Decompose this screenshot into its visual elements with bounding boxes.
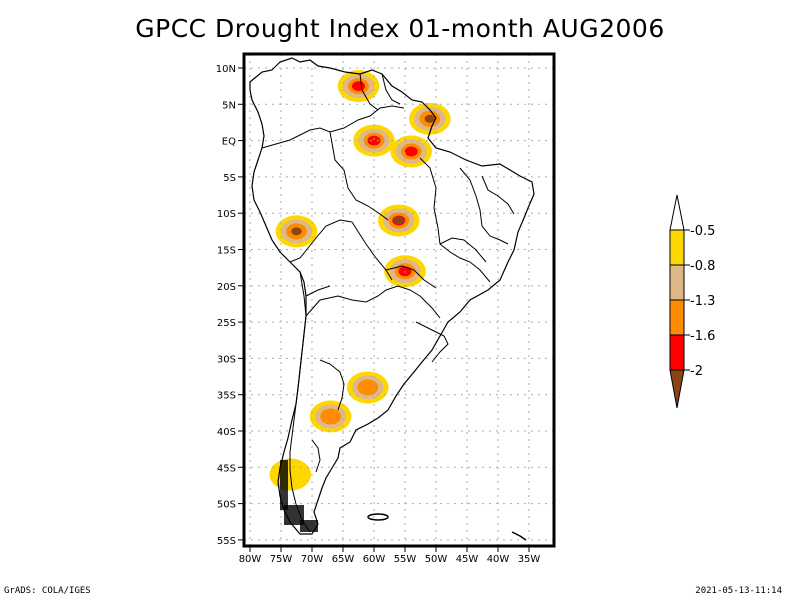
lat-tick-label: EQ [222, 137, 236, 148]
lon-tick-label: 40W [487, 554, 510, 565]
colorbar-segment [670, 300, 684, 335]
colorbar-segment [670, 230, 684, 265]
lon-tick-label: 60W [363, 554, 386, 565]
lon-tick-label: 45W [456, 554, 479, 565]
lat-tick-label: 50S [217, 500, 236, 511]
lat-tick-label: 10N [216, 64, 236, 75]
lon-tick-label: 35W [518, 554, 541, 565]
anomaly-patagonia-north [310, 400, 352, 432]
lon-tick-label: 50W [425, 554, 448, 565]
colorbar-lower-triangle [670, 370, 684, 408]
colorbar-segment [670, 335, 684, 370]
colorbar-label: -0.8 [690, 259, 715, 274]
lat-tick-label: 20S [217, 282, 236, 293]
colorbar-segment [670, 265, 684, 300]
anomaly-venezuela-north [338, 70, 380, 102]
lat-tick-label: 15S [217, 246, 236, 257]
lat-tick-label: 25S [217, 318, 236, 329]
lon-tick-label: 70W [301, 554, 324, 565]
anomaly-level-4 [352, 81, 365, 91]
anomaly-amapa-para-coast [409, 103, 451, 135]
anomaly-central-amazon [353, 125, 395, 157]
anomaly-argentina-east [347, 371, 389, 403]
lat-tick-label: 45S [217, 463, 236, 474]
anomaly-lower-amazon [390, 135, 432, 167]
map-figure: 10N 5N EQ 5S 10S 15S 20S 25S 30S 35S 40S 45S 50S 55S8… [0, 0, 800, 600]
lon-tick-label: 75W [270, 554, 293, 565]
footer-credit: GrADS: COLA/IGES [4, 586, 91, 596]
lat-tick-label: 40S [217, 427, 236, 438]
colorbar-label: -0.5 [690, 224, 715, 239]
lat-tick-label: 5N [222, 100, 236, 111]
anomaly-level-3 [320, 408, 341, 424]
colorbar-upper-triangle [670, 195, 684, 230]
anomaly-level-5 [291, 227, 301, 235]
lon-tick-label: 65W [332, 554, 355, 565]
lat-tick-label: 35S [217, 391, 236, 402]
colorbar: -0.5 -0.8 -1.3 -1.6 -2 [670, 195, 715, 408]
colorbar-label: -1.3 [690, 294, 715, 309]
anomaly-level-3 [357, 379, 378, 395]
anomaly-level-5 [394, 216, 404, 224]
colorbar-label: -1.6 [690, 329, 715, 344]
anomaly-level-5 [425, 115, 435, 123]
lon-tick-label: 55W [394, 554, 417, 565]
lat-tick-label: 10S [217, 209, 236, 220]
anomaly-peru-south [276, 215, 318, 247]
lon-tick-label: 80W [239, 554, 262, 565]
anomaly-mato-grosso [378, 204, 420, 236]
lat-tick-label: 30S [217, 354, 236, 365]
colorbar-label: -2 [690, 364, 703, 379]
footer-timestamp: 2021-05-13-11:14 [695, 586, 782, 596]
lat-tick-label: 55S [217, 536, 236, 547]
lat-tick-label: 5S [223, 173, 236, 184]
anomaly-level-4 [405, 146, 418, 156]
